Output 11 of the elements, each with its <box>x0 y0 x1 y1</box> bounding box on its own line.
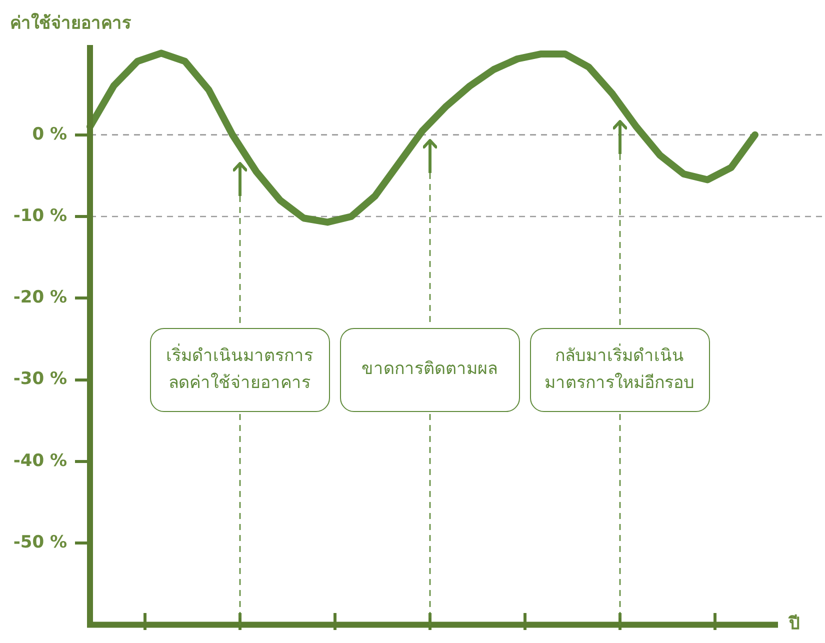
y-axis-title: ค่าใช้จ่ายอาคาร <box>10 12 132 34</box>
annotation: ขาดการติดตามผล <box>340 328 520 412</box>
y-tick-label: -40 % <box>13 450 67 471</box>
y-tick-label: -50 % <box>13 532 67 553</box>
y-tick-label: 0 % <box>32 124 67 144</box>
annotation: เริ่มดำเนินมาตรการ ลดค่าใช้จ่ายอาคาร <box>150 328 330 412</box>
x-axis-title: ปี <box>788 613 800 634</box>
annotation: กลับมาเริ่มดำเนิน มาตรการใหม่อีกรอบ <box>530 328 710 412</box>
y-tick-label: -20 % <box>13 288 67 308</box>
y-tick-label: -10 % <box>13 206 67 226</box>
y-tick-label: -30 % <box>13 369 67 390</box>
